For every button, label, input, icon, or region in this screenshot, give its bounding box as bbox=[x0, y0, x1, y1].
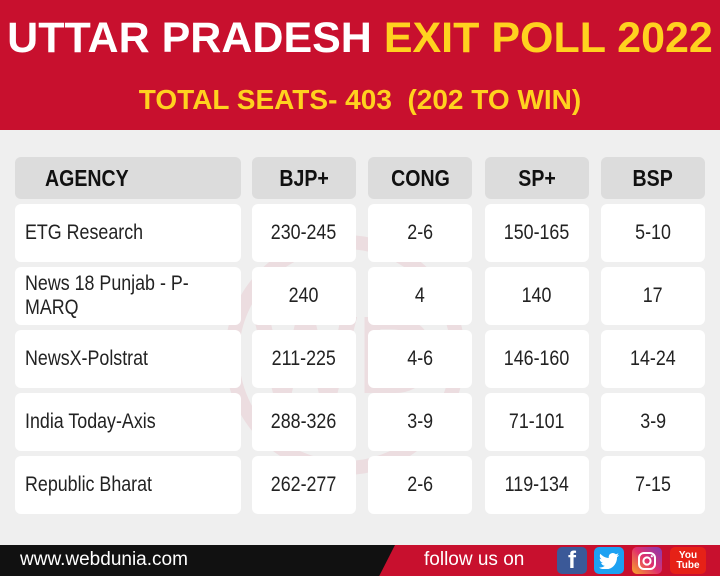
to-win: (202 TO WIN) bbox=[407, 84, 582, 115]
column-header-text: BSP bbox=[632, 164, 674, 191]
facebook-icon[interactable]: f bbox=[557, 547, 587, 574]
column-header: AGENCY bbox=[15, 157, 241, 199]
seat-cell-text: 3-9 bbox=[407, 410, 433, 433]
column-header-text: BJP+ bbox=[279, 164, 329, 191]
twitter-bird bbox=[599, 552, 619, 569]
seat-cell: 288-326 bbox=[252, 393, 356, 451]
seat-cell: 2-6 bbox=[368, 456, 472, 514]
title-white: UTTAR PRADESH bbox=[7, 14, 372, 62]
seat-cell-text: 140 bbox=[522, 284, 552, 307]
column-header: SP+ bbox=[485, 157, 589, 199]
seat-cell: 4 bbox=[368, 267, 472, 325]
seat-cell: 4-6 bbox=[368, 330, 472, 388]
seat-cell-text: 240 bbox=[289, 284, 319, 307]
seat-cell-text: 211-225 bbox=[271, 347, 337, 370]
seat-cell-text: 288-326 bbox=[271, 410, 337, 433]
column-header: BSP bbox=[601, 157, 705, 199]
seat-cell-text: 17 bbox=[643, 284, 663, 307]
seat-cell-text: 4-6 bbox=[407, 347, 433, 370]
follow-text: follow us on bbox=[424, 549, 525, 570]
header: UTTAR PRADESH EXIT POLL 2022 TOTAL SEATS… bbox=[0, 0, 720, 130]
seat-cell-text: 71-101 bbox=[509, 410, 565, 433]
seat-cell: 7-15 bbox=[601, 456, 705, 514]
seat-cell-text: 14-24 bbox=[630, 347, 676, 370]
seat-cell: 17 bbox=[601, 267, 705, 325]
agency-cell: India Today-Axis bbox=[15, 393, 241, 451]
seat-cell-text: 5-10 bbox=[635, 221, 671, 244]
agency-cell-text: NewsX-Polstrat bbox=[25, 347, 148, 370]
seat-cell: 5-10 bbox=[601, 204, 705, 262]
seat-cell-text: 150-165 bbox=[504, 221, 570, 244]
agency-cell: ETG Research bbox=[15, 204, 241, 262]
seat-cell: 146-160 bbox=[485, 330, 589, 388]
seat-cell: 3-9 bbox=[601, 393, 705, 451]
seat-cell: 71-101 bbox=[485, 393, 589, 451]
subtitle: TOTAL SEATS- 403 (202 TO WIN) bbox=[0, 84, 720, 116]
seat-cell-text: 2-6 bbox=[407, 473, 433, 496]
seat-cell: 119-134 bbox=[485, 456, 589, 514]
seat-cell: 2-6 bbox=[368, 204, 472, 262]
seat-cell-text: 4 bbox=[415, 284, 425, 307]
total-seats: TOTAL SEATS- 403 bbox=[138, 84, 392, 115]
agency-cell: NewsX-Polstrat bbox=[15, 330, 241, 388]
seat-cell: 140 bbox=[485, 267, 589, 325]
seat-cell: 240 bbox=[252, 267, 356, 325]
agency-cell: News 18 Punjab - P-MARQ bbox=[15, 267, 241, 325]
seat-cell-text: 146-160 bbox=[504, 347, 570, 370]
twitter-icon[interactable] bbox=[594, 547, 624, 574]
agency-cell-text: Republic Bharat bbox=[25, 473, 153, 496]
seat-cell: 262-277 bbox=[252, 456, 356, 514]
seat-cell-text: 119-134 bbox=[504, 473, 570, 496]
seat-cell-text: 230-245 bbox=[271, 221, 337, 244]
seat-cell-text: 262-277 bbox=[271, 473, 337, 496]
instagram-glyph bbox=[638, 551, 656, 570]
youtube-icon[interactable]: You Tube bbox=[670, 547, 706, 574]
title-yellow: EXIT POLL 2022 bbox=[383, 14, 713, 62]
agency-cell-text: India Today-Axis bbox=[25, 410, 156, 433]
website: www.webdunia.com bbox=[20, 549, 188, 570]
seat-cell-text: 7-15 bbox=[635, 473, 671, 496]
column-header-text: CONG bbox=[390, 164, 450, 191]
column-header-text: AGENCY bbox=[45, 164, 129, 191]
seat-cell-text: 2-6 bbox=[407, 221, 433, 244]
seat-cell: 14-24 bbox=[601, 330, 705, 388]
column-header: CONG bbox=[368, 157, 472, 199]
agency-cell: Republic Bharat bbox=[15, 456, 241, 514]
seat-cell: 3-9 bbox=[368, 393, 472, 451]
seat-cell: 211-225 bbox=[252, 330, 356, 388]
agency-cell-text: ETG Research bbox=[25, 221, 144, 244]
agency-cell-text: News 18 Punjab - P-MARQ bbox=[25, 272, 189, 319]
column-header-text: SP+ bbox=[518, 164, 556, 191]
column-header: BJP+ bbox=[252, 157, 356, 199]
seat-cell-text: 3-9 bbox=[640, 410, 666, 433]
seat-cell: 230-245 bbox=[252, 204, 356, 262]
title: UTTAR PRADESH EXIT POLL 2022 bbox=[0, 14, 720, 63]
footer: www.webdunia.com follow us on f You Tube bbox=[0, 545, 720, 576]
footer-left: www.webdunia.com bbox=[0, 545, 395, 576]
instagram-icon[interactable] bbox=[632, 547, 662, 574]
seat-cell: 150-165 bbox=[485, 204, 589, 262]
